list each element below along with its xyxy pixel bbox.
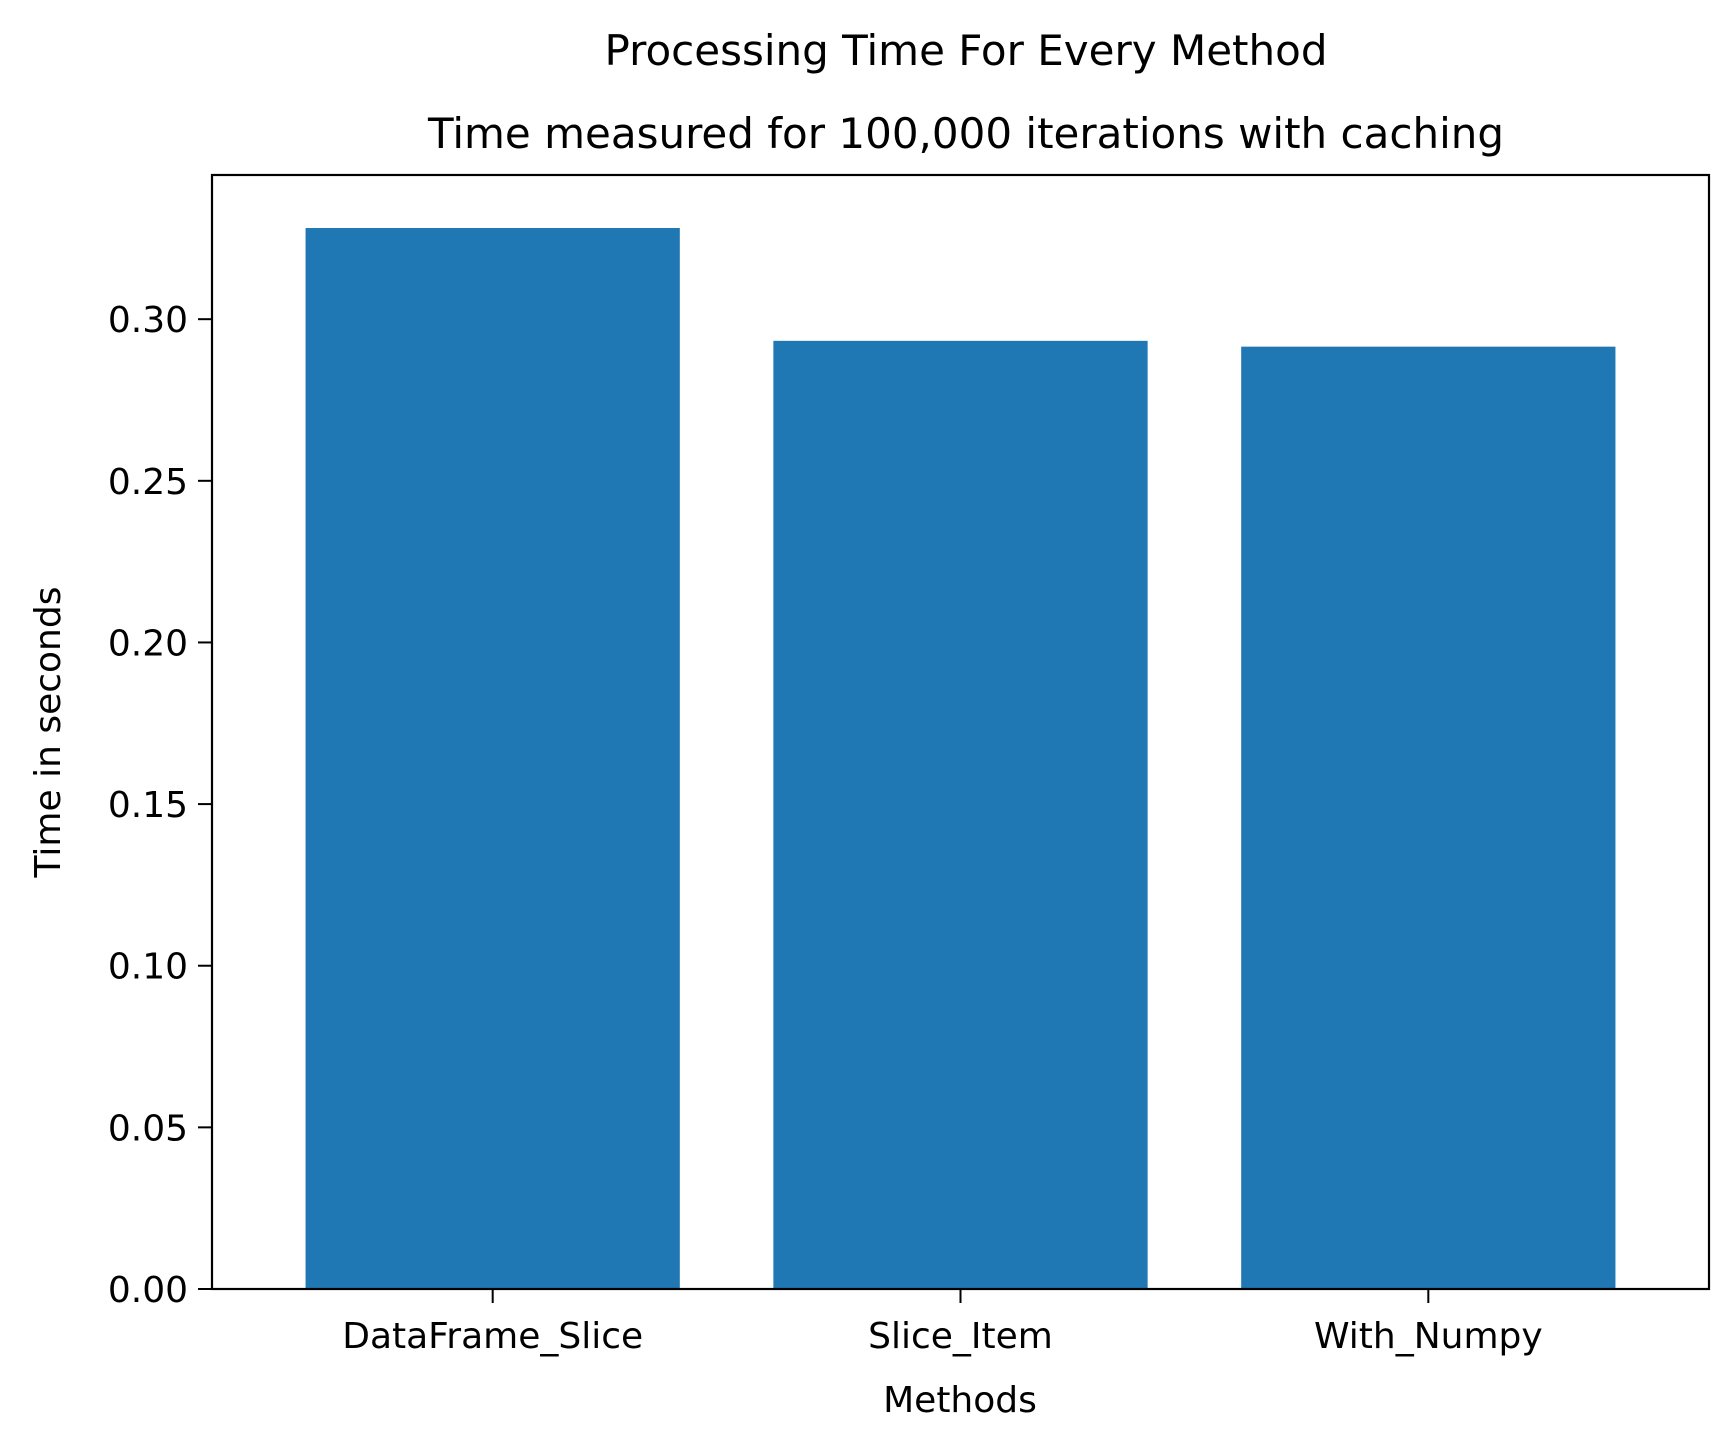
y-tick-label: 0.20 xyxy=(108,623,188,664)
y-tick-label: 0.05 xyxy=(108,1108,188,1149)
chart-title: Processing Time For Every Method xyxy=(605,26,1328,75)
y-tick-label: 0.10 xyxy=(108,947,188,988)
bar-slice-item xyxy=(773,340,1148,1289)
chart-subtitle: Time measured for 100,000 iterations wit… xyxy=(427,109,1504,158)
plot-frame xyxy=(210,173,1711,1291)
y-tick-label: 0.25 xyxy=(108,462,188,503)
x-tick-label: With_Numpy xyxy=(1314,1316,1543,1357)
bar-with-numpy xyxy=(1241,346,1616,1289)
bars-group xyxy=(305,228,1616,1289)
x-tick-label: Slice_Item xyxy=(868,1316,1053,1357)
y-tick-label: 0.30 xyxy=(108,300,188,341)
bar-dataframe-slice xyxy=(305,228,680,1289)
x-axis-label: Methods xyxy=(883,1380,1037,1421)
y-axis-ticks: 0.00 0.05 0.10 0.15 0.20 0.25 0.30 xyxy=(108,300,212,1311)
y-tick-label: 0.00 xyxy=(108,1270,188,1311)
x-tick-label: DataFrame_Slice xyxy=(342,1316,643,1357)
y-tick-label: 0.15 xyxy=(108,785,188,826)
y-axis-label: Time in seconds xyxy=(28,587,69,879)
x-axis-ticks: DataFrame_Slice Slice_Item With_Numpy xyxy=(342,1289,1543,1357)
